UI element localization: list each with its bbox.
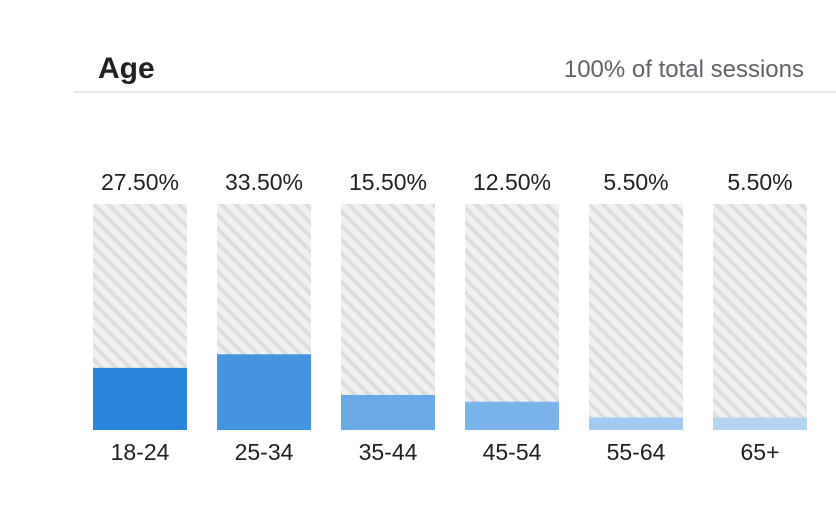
bar-track bbox=[465, 204, 559, 430]
value-label: 33.50% bbox=[225, 169, 303, 195]
bar-18-24[interactable] bbox=[93, 367, 187, 430]
category-label: 25-34 bbox=[235, 439, 294, 465]
category-label: 45-54 bbox=[483, 439, 542, 465]
value-label: 5.50% bbox=[603, 169, 668, 195]
category-label: 55-64 bbox=[607, 439, 666, 465]
bar-65+[interactable] bbox=[713, 417, 807, 430]
card-title: Age bbox=[98, 52, 155, 85]
bar-35-44[interactable] bbox=[341, 394, 435, 430]
header-divider bbox=[74, 91, 836, 93]
bar-track bbox=[713, 204, 807, 430]
bar-55-64[interactable] bbox=[589, 417, 683, 430]
category-label: 18-24 bbox=[111, 439, 170, 465]
bar-45-54[interactable] bbox=[465, 401, 559, 430]
bar-track bbox=[341, 204, 435, 430]
bar-track bbox=[589, 204, 683, 430]
value-label: 27.50% bbox=[101, 169, 179, 195]
card-subtitle: 100% of total sessions bbox=[563, 56, 804, 83]
value-label: 15.50% bbox=[349, 169, 427, 195]
value-label: 12.50% bbox=[473, 169, 551, 195]
bar-25-34[interactable] bbox=[217, 354, 311, 430]
value-label: 5.50% bbox=[727, 169, 792, 195]
category-label: 65+ bbox=[740, 439, 779, 465]
category-label: 35-44 bbox=[359, 439, 418, 465]
